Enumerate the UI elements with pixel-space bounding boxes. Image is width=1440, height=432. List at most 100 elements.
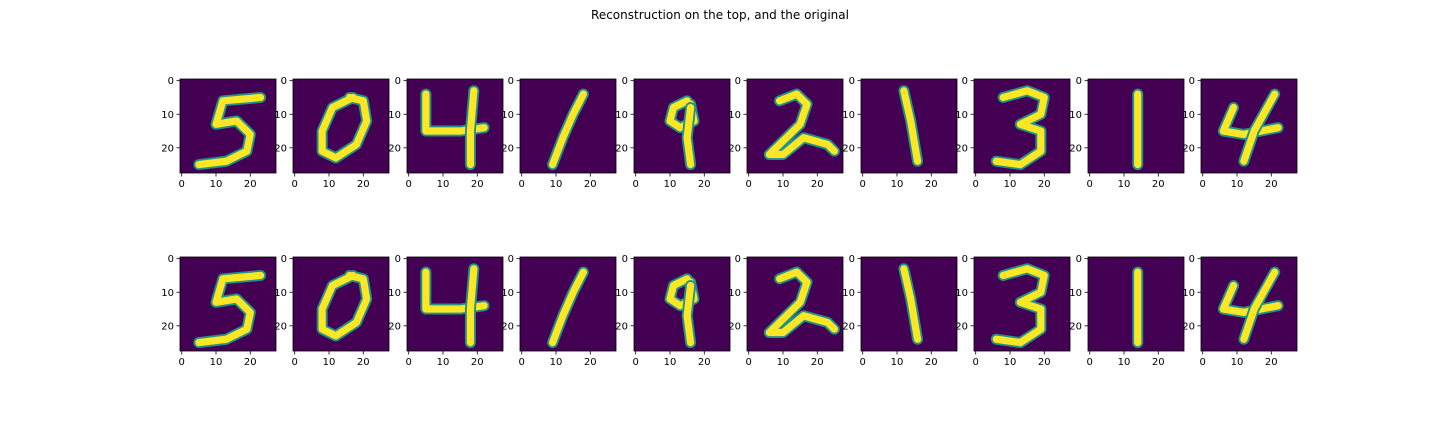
subplot-r0-c6: 0 10 20 0 10 20 xyxy=(842,76,958,190)
digit-stroke xyxy=(1219,103,1282,138)
x-tick-label: 0 xyxy=(406,179,412,190)
axes-frame xyxy=(406,78,504,174)
digit-image-9 xyxy=(664,95,700,171)
x-tick-label: 10 xyxy=(1231,179,1244,190)
y-tick-label: 20 xyxy=(955,143,968,154)
x-tick-label: 20 xyxy=(698,357,711,368)
x-tick-label: 0 xyxy=(860,357,866,368)
y-tick-label: 20 xyxy=(501,321,514,332)
x-tick-label: 10 xyxy=(323,357,336,368)
digit-stroke xyxy=(548,90,588,169)
y-tick-label: 10 xyxy=(728,288,741,299)
digit-image-1 xyxy=(898,263,924,345)
y-tick-label: 10 xyxy=(388,110,401,121)
x-tick-label: 20 xyxy=(357,179,370,190)
x-tick-label: 20 xyxy=(1152,179,1165,190)
digit-stroke xyxy=(195,271,265,347)
axes-frame xyxy=(1087,78,1185,174)
y-tick-label: 0 xyxy=(962,254,968,265)
y-tick-label: 0 xyxy=(622,76,628,87)
y-tick-label: 0 xyxy=(168,254,174,265)
digit-image-4 xyxy=(420,85,490,171)
digit-stroke xyxy=(765,90,839,159)
y-tick-label: 10 xyxy=(728,110,741,121)
figure-title: Reconstruction on the top, and the origi… xyxy=(591,8,849,22)
digit-image-0 xyxy=(316,269,373,342)
digit-stroke xyxy=(1240,268,1279,343)
subplot-r1-c8: 0 10 20 0 10 20 xyxy=(1069,254,1185,368)
digit-image-5 xyxy=(193,91,267,171)
subplot-r1-c0: 0 10 20 0 10 20 xyxy=(161,254,277,368)
axes-frame xyxy=(179,78,277,174)
digit-image-1 xyxy=(547,88,589,171)
digit-stroke xyxy=(195,93,265,169)
digit-image-3 xyxy=(990,263,1050,349)
axes-frame xyxy=(1087,256,1185,352)
axes-frame xyxy=(1200,78,1298,174)
y-tick-label: 0 xyxy=(735,254,741,265)
y-tick-label: 20 xyxy=(1182,143,1195,154)
digit-image-4 xyxy=(420,263,490,349)
y-tick-label: 20 xyxy=(388,143,401,154)
x-tick-label: 20 xyxy=(925,179,938,190)
x-tick-label: 10 xyxy=(777,357,790,368)
digit-image-0 xyxy=(316,91,373,164)
y-tick-label: 0 xyxy=(962,76,968,87)
digit-image-1 xyxy=(547,266,589,349)
x-tick-label: 10 xyxy=(891,179,904,190)
y-tick-label: 0 xyxy=(395,254,401,265)
y-tick-label: 0 xyxy=(168,76,174,87)
y-tick-label: 10 xyxy=(842,288,855,299)
x-tick-label: 0 xyxy=(746,357,752,368)
y-tick-label: 0 xyxy=(395,76,401,87)
x-tick-label: 0 xyxy=(1200,179,1206,190)
digit-stroke xyxy=(992,265,1048,347)
x-tick-label: 10 xyxy=(210,179,223,190)
x-tick-label: 20 xyxy=(811,357,824,368)
digit-stroke xyxy=(548,268,588,347)
x-tick-label: 10 xyxy=(664,357,677,368)
x-tick-label: 10 xyxy=(1118,357,1131,368)
axes-frame xyxy=(1200,256,1298,352)
axes-frame xyxy=(406,256,504,352)
y-tick-label: 10 xyxy=(1069,110,1082,121)
x-tick-label: 0 xyxy=(179,179,185,190)
x-tick-label: 10 xyxy=(210,357,223,368)
subplot-r1-c3: 0 10 20 0 10 20 xyxy=(501,254,617,368)
subplot-r1-c2: 0 10 20 0 10 20 xyxy=(388,254,504,368)
digit-stroke xyxy=(1240,90,1279,165)
y-tick-label: 10 xyxy=(615,110,628,121)
x-tick-label: 10 xyxy=(550,357,563,368)
y-tick-label: 0 xyxy=(849,76,855,87)
subplot-r0-c9: 0 10 20 0 10 20 xyxy=(1182,76,1298,190)
digit-image-5 xyxy=(193,269,267,349)
axes-frame xyxy=(860,256,958,352)
subplot-r1-c9: 0 10 20 0 10 20 xyxy=(1182,254,1298,368)
digit-stroke xyxy=(318,271,371,340)
y-tick-label: 10 xyxy=(501,110,514,121)
y-tick-label: 0 xyxy=(1076,254,1082,265)
x-tick-label: 20 xyxy=(1265,357,1278,368)
digit-image-2 xyxy=(763,88,840,161)
y-tick-label: 10 xyxy=(615,288,628,299)
y-tick-label: 20 xyxy=(615,321,628,332)
digit-image-2 xyxy=(763,266,840,339)
subplot-r1-c6: 0 10 20 0 10 20 xyxy=(842,254,958,368)
axes-frame xyxy=(179,256,277,352)
y-tick-label: 20 xyxy=(1182,321,1195,332)
y-tick-label: 20 xyxy=(842,321,855,332)
x-tick-label: 10 xyxy=(437,179,450,190)
x-tick-label: 0 xyxy=(519,179,525,190)
y-tick-label: 10 xyxy=(842,110,855,121)
axes-frame xyxy=(860,78,958,174)
y-tick-label: 0 xyxy=(1189,254,1195,265)
subplot-r1-c5: 0 10 20 0 10 20 xyxy=(728,254,844,368)
digit-stroke xyxy=(318,93,371,162)
subplot-r0-c5: 0 10 20 0 10 20 xyxy=(728,76,844,190)
x-tick-label: 0 xyxy=(1087,179,1093,190)
axes-frame xyxy=(633,78,731,174)
x-tick-label: 20 xyxy=(698,179,711,190)
subplot-r0-c8: 0 10 20 0 10 20 xyxy=(1069,76,1185,190)
subplot-r0-c2: 0 10 20 0 10 20 xyxy=(388,76,504,190)
axes-frame xyxy=(973,256,1071,352)
